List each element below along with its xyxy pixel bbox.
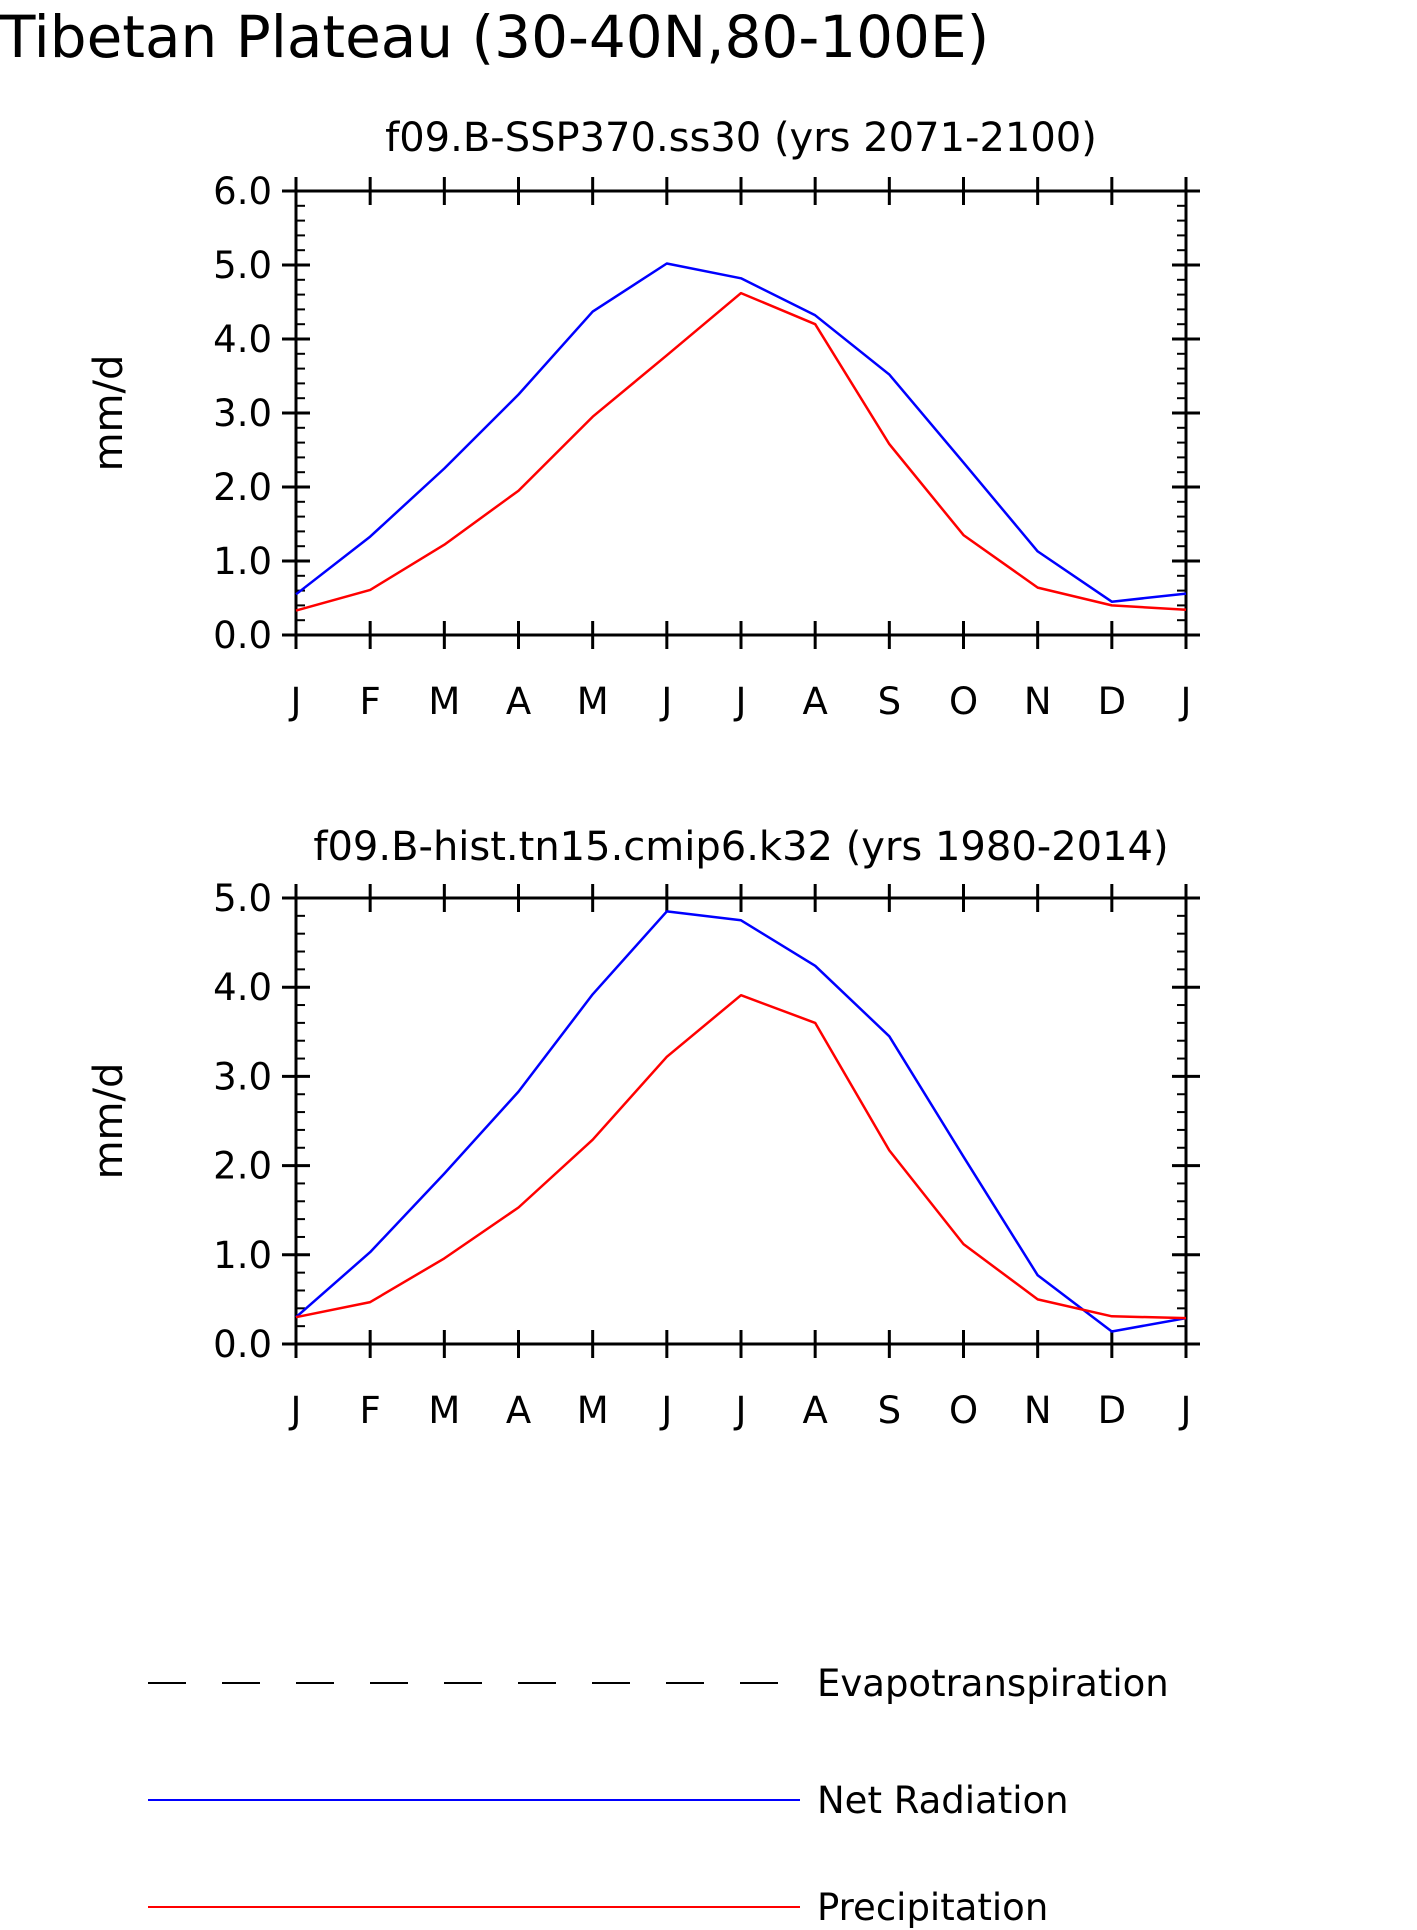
y-tick-label: 2.0 <box>213 466 272 509</box>
x-tick-label: S <box>878 680 902 723</box>
y-tick-label: 5.0 <box>213 244 272 287</box>
chart-panels: f09.B-SSP370.ss30 (yrs 2071-2100) mm/d J F M… <box>86 115 1200 1432</box>
x-tick-label: J <box>659 1389 672 1432</box>
legend-item-evapotranspiration: Evapotranspiration <box>148 1662 1169 1705</box>
panel-title: f09.B-hist.tn15.cmip6.k32 (yrs 1980-2014… <box>313 824 1168 870</box>
x-tick-label: A <box>506 1389 531 1432</box>
x-tick-label: N <box>1024 1389 1052 1432</box>
y-tick-label: 4.0 <box>213 318 272 361</box>
y-tick-label: 1.0 <box>213 540 272 583</box>
x-tick-label: D <box>1098 1389 1127 1432</box>
plot-frame <box>294 189 1188 637</box>
x-tick-label: F <box>360 1389 381 1432</box>
x-tick-label: J <box>1179 680 1192 723</box>
chart-panel-2: f09.B-hist.tn15.cmip6.k32 (yrs 1980-2014… <box>86 824 1200 1432</box>
x-tick-label: S <box>878 1389 902 1432</box>
x-tick-label: J <box>734 680 747 723</box>
series-line-precipitation <box>295 993 1187 1320</box>
plot-frame <box>294 896 1188 1346</box>
y-tick-label: 1.0 <box>213 1234 272 1277</box>
y-tick-label: 4.0 <box>213 966 272 1009</box>
y-tick-label: 5.0 <box>213 877 272 920</box>
legend-item-net-radiation: Net Radiation <box>148 1779 1069 1822</box>
legend-label: Net Radiation <box>817 1779 1069 1822</box>
x-tick-label: A <box>803 680 828 723</box>
x-tick-label: O <box>949 1389 978 1432</box>
series-line-net-radiation <box>295 910 1187 1333</box>
legend-label: Precipitation <box>817 1886 1048 1929</box>
x-tick-label: N <box>1024 680 1052 723</box>
series-line-precipitation <box>295 291 1187 612</box>
y-tick-label: 3.0 <box>213 1055 272 1098</box>
x-tick-label: J <box>734 1389 747 1432</box>
x-tick-label: F <box>360 680 381 723</box>
x-tick-label: J <box>289 680 302 723</box>
figure-title: Tibetan Plateau (30-40N,80-100E) <box>0 3 989 71</box>
y-tick-label: 3.0 <box>213 392 272 435</box>
y-tick-label: 6.0 <box>213 170 272 213</box>
x-tick-label: M <box>428 680 460 723</box>
legend-item-precipitation: Precipitation <box>148 1886 1048 1929</box>
chart-panel-1: f09.B-SSP370.ss30 (yrs 2071-2100) mm/d J F M… <box>86 115 1200 723</box>
chart-legend: Evapotranspiration Net Radiation Precipita… <box>148 1662 1169 1929</box>
x-tick-label: O <box>949 680 978 723</box>
x-tick-label: M <box>577 680 609 723</box>
x-tick-label: J <box>289 1389 302 1432</box>
y-tick-label: 2.0 <box>213 1145 272 1188</box>
x-tick-label: J <box>1179 1389 1192 1432</box>
series-line-net-radiation <box>295 262 1187 603</box>
y-tick-label: 0.0 <box>213 1323 272 1366</box>
x-tick-label: A <box>506 680 531 723</box>
y-tick-label: 0.0 <box>213 614 272 657</box>
panel-title: f09.B-SSP370.ss30 (yrs 2071-2100) <box>385 115 1097 161</box>
x-tick-label: D <box>1098 680 1127 723</box>
x-tick-label: M <box>428 1389 460 1432</box>
y-axis-label: mm/d <box>86 1063 132 1180</box>
x-tick-label: J <box>659 680 672 723</box>
y-axis-label: mm/d <box>86 355 132 472</box>
x-tick-label: A <box>803 1389 828 1432</box>
legend-label: Evapotranspiration <box>817 1662 1169 1705</box>
x-tick-label: M <box>577 1389 609 1432</box>
